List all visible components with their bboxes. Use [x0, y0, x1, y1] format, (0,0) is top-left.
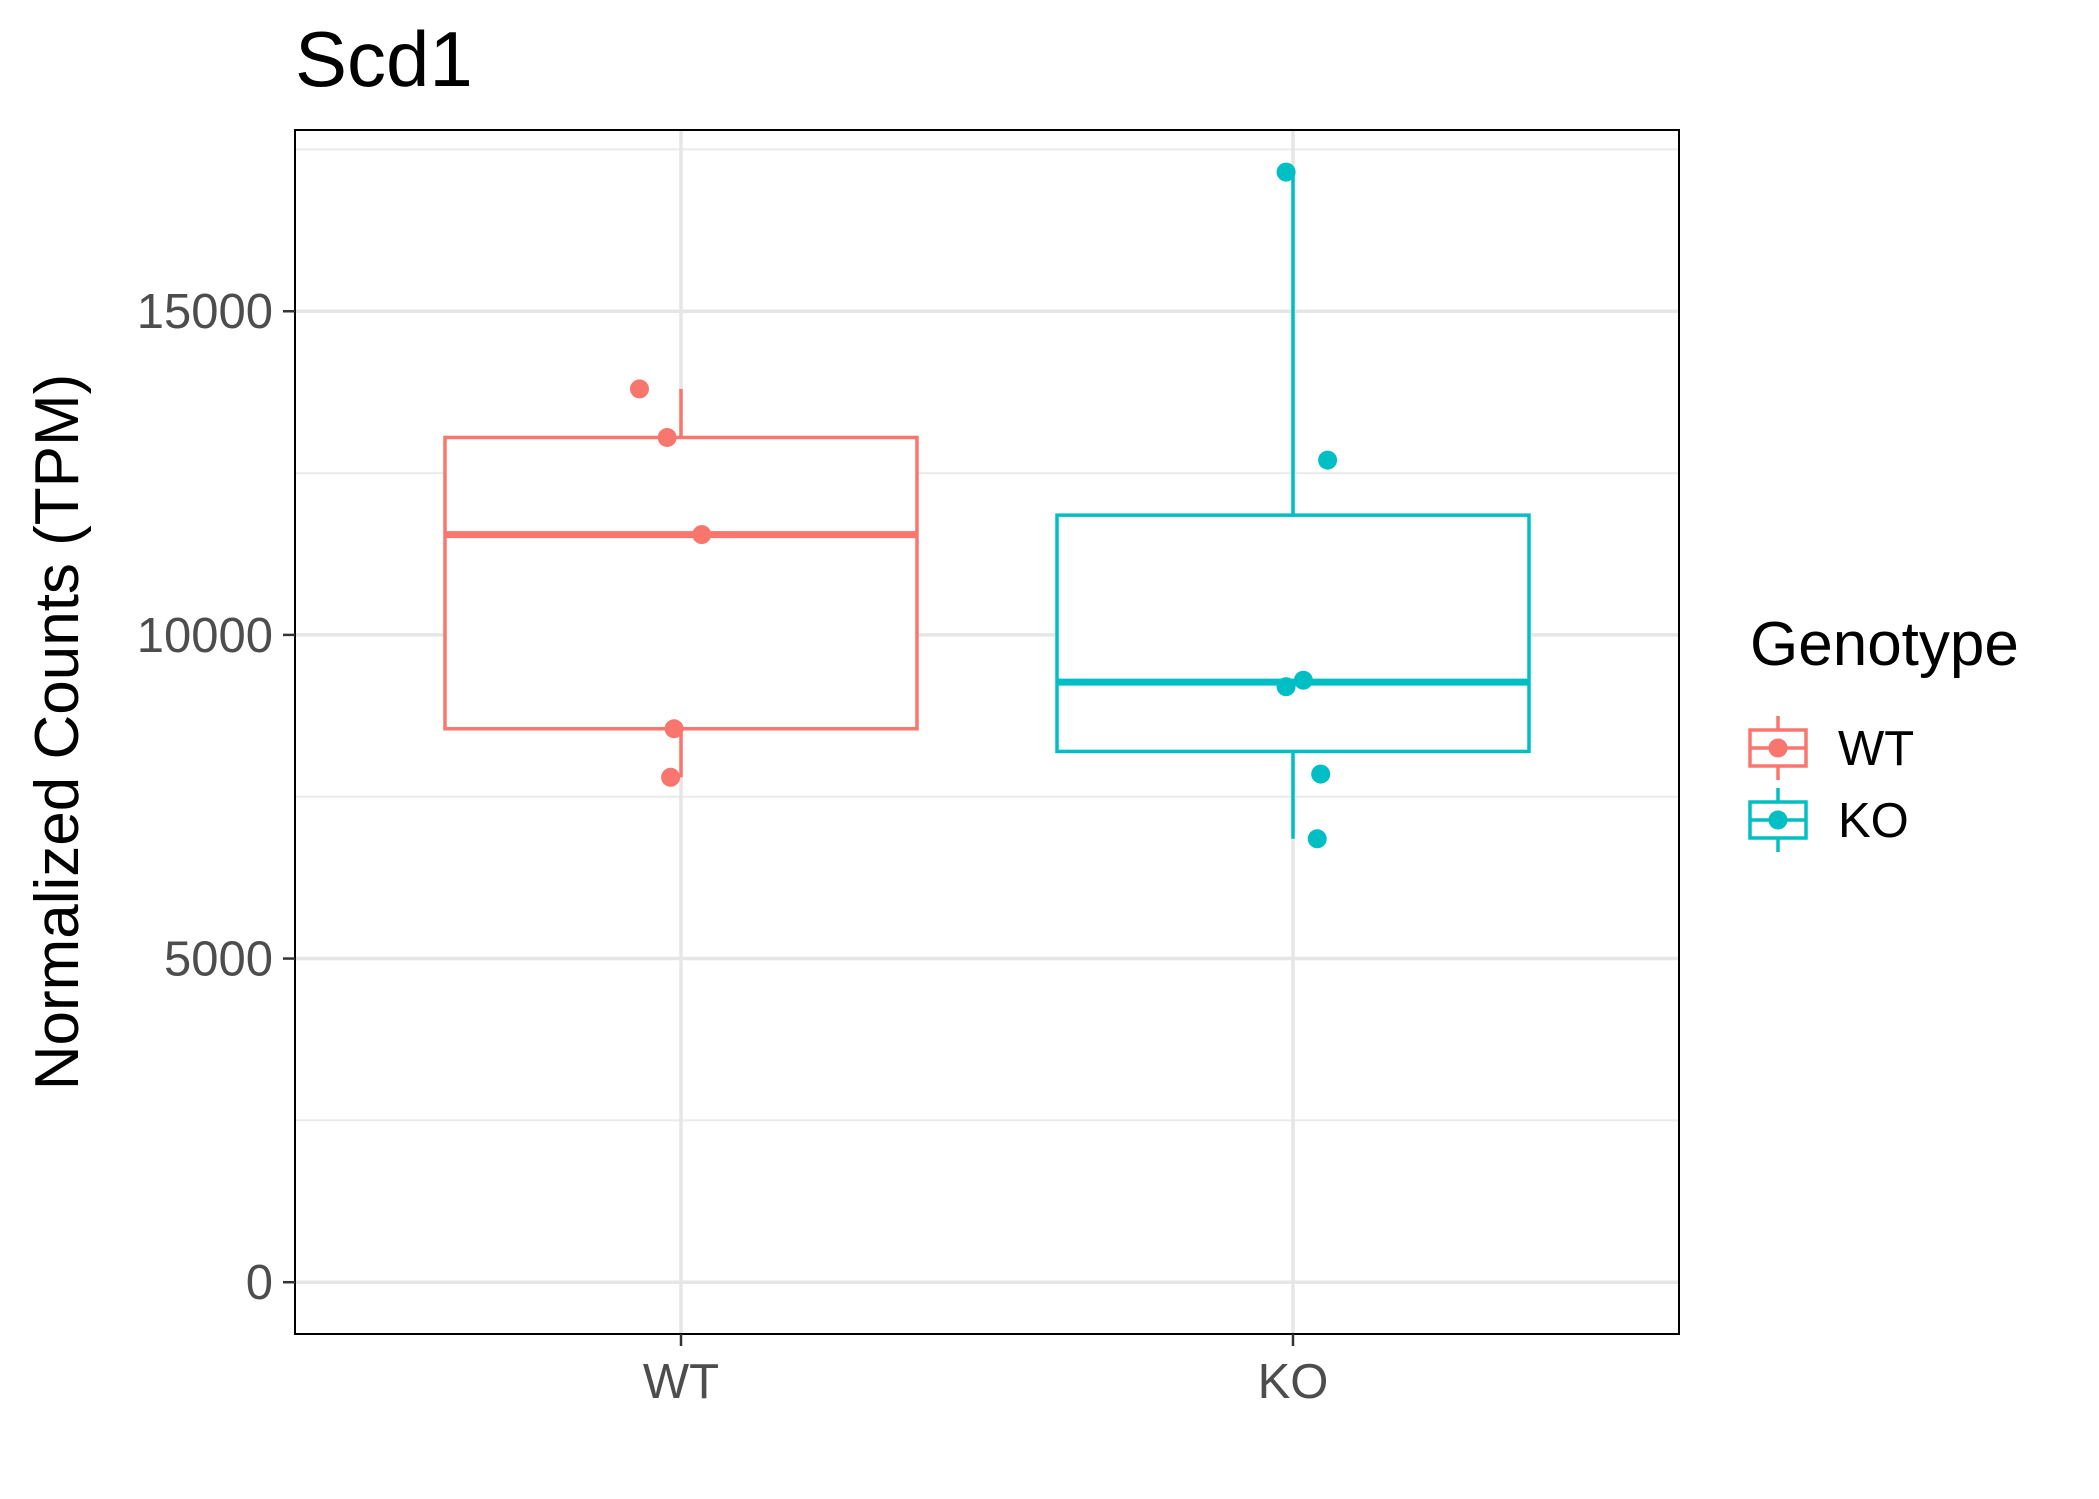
data-point-wt-0 — [629, 379, 649, 399]
legend-label-ko: KO — [1838, 794, 1909, 848]
plot-panel-border — [294, 129, 1680, 1335]
y-axis-ticks: 0 5000 10000 15000 — [137, 285, 295, 1310]
boxplot-ko — [1055, 172, 1531, 839]
y-axis-label: Normalized Counts (TPM) — [23, 374, 92, 1091]
x-axis-ticks: WT KO — [643, 1334, 1328, 1409]
y-tick-label-0: 0 — [246, 1256, 273, 1310]
chart-title: Scd1 — [295, 15, 473, 103]
data-point-ko-0 — [1276, 162, 1296, 182]
data-point-ko-4 — [1311, 764, 1331, 784]
data-point-wt-1 — [657, 427, 677, 447]
y-tick-label-3: 15000 — [137, 285, 273, 339]
box-iqr — [1055, 513, 1531, 754]
legend-key-point — [1768, 738, 1788, 758]
boxplots — [443, 172, 1531, 839]
legend-key-point — [1768, 810, 1788, 830]
data-point-ko-2 — [1293, 670, 1313, 690]
data-point-ko-3 — [1276, 677, 1296, 697]
legend-item-wt: WT — [1748, 716, 1914, 780]
data-point-wt-2 — [692, 525, 712, 545]
legend-title: Genotype — [1750, 610, 2019, 679]
data-point-wt-4 — [661, 767, 681, 787]
data-point-wt-3 — [664, 719, 684, 739]
x-tick-label-1: KO — [1258, 1355, 1329, 1409]
legend-item-ko: KO — [1748, 788, 1909, 852]
x-tick-label-0: WT — [643, 1355, 719, 1409]
y-tick-label-2: 10000 — [137, 609, 273, 663]
legend-label-wt: WT — [1838, 722, 1914, 776]
legend: Genotype WT KO — [1748, 610, 2019, 852]
data-point-ko-1 — [1318, 450, 1338, 470]
data-points — [629, 162, 1338, 849]
data-point-ko-5 — [1307, 829, 1327, 849]
boxplot-wt — [443, 388, 919, 778]
box-iqr — [443, 435, 919, 731]
y-tick-label-1: 5000 — [164, 933, 273, 987]
